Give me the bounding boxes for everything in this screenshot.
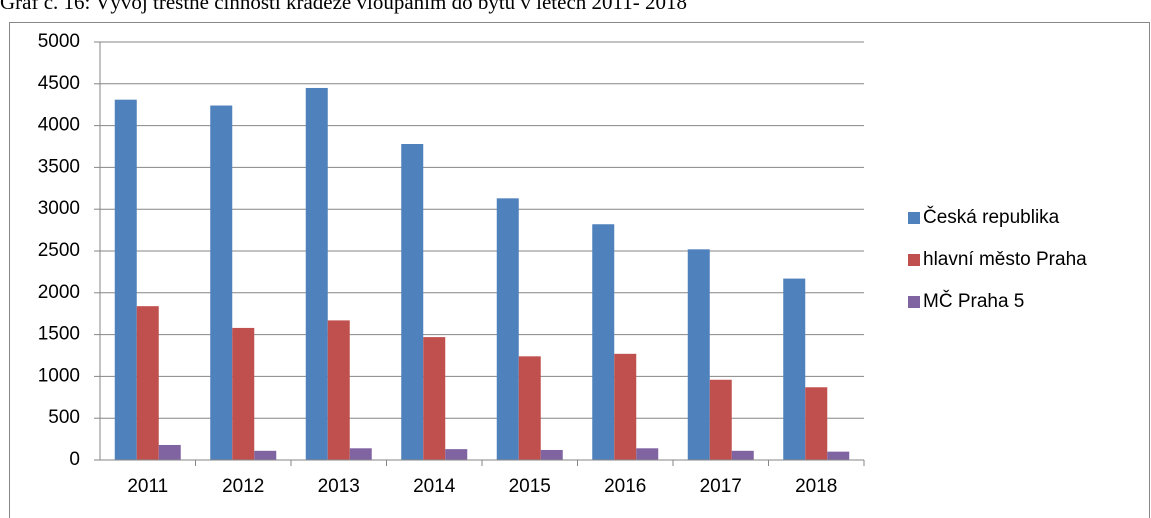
x-tick-label: 2018 [795, 476, 837, 497]
y-tick-label: 2000 [38, 282, 80, 303]
bar [783, 278, 806, 460]
bar [254, 450, 277, 460]
bar [445, 449, 468, 460]
bar [496, 198, 519, 460]
chart-title: Graf č. 16: Vývoj trestné činnosti kráde… [0, 0, 687, 14]
legend-swatch [908, 212, 920, 224]
bar [349, 448, 372, 460]
bar [114, 99, 137, 461]
chart-frame [9, 22, 1150, 518]
bar [136, 306, 159, 460]
bar [401, 143, 424, 460]
legend-label: Česká republika [923, 206, 1060, 228]
y-tick-label: 0 [69, 449, 80, 470]
bar [327, 320, 350, 460]
bar [305, 87, 328, 460]
legend-swatch [908, 254, 920, 266]
bar [158, 444, 181, 460]
bar [827, 451, 850, 460]
bar [232, 327, 255, 460]
y-tick-label: 500 [48, 407, 80, 428]
y-tick-label: 1000 [38, 365, 80, 386]
bar [423, 337, 446, 460]
y-tick-label: 2500 [38, 240, 80, 261]
bar [592, 224, 615, 460]
x-tick-label: 2013 [318, 476, 360, 497]
y-tick-label: 4500 [38, 73, 80, 94]
legend-label: MČ Praha 5 [923, 290, 1024, 312]
bar [805, 387, 828, 460]
bar [210, 105, 233, 460]
bar [540, 449, 563, 460]
y-tick-label: 4000 [38, 115, 80, 136]
y-tick-label: 5000 [38, 31, 80, 52]
bar [687, 249, 710, 460]
x-tick-label: 2015 [509, 476, 551, 497]
bar [709, 379, 732, 460]
bar [518, 356, 541, 460]
x-tick-label: 2017 [700, 476, 742, 497]
y-tick-label: 3500 [38, 156, 80, 177]
bar [636, 448, 659, 460]
x-tick-label: 2012 [222, 476, 264, 497]
bar [731, 450, 754, 460]
legend-swatch [908, 296, 920, 308]
x-tick-label: 2014 [413, 476, 456, 497]
legend-label: hlavní město Praha [923, 249, 1087, 270]
bar [614, 353, 637, 460]
y-tick-label: 3000 [38, 198, 80, 219]
x-tick-label: 2011 [127, 476, 168, 497]
y-tick-label: 1500 [38, 324, 80, 345]
x-tick-label: 2016 [604, 476, 646, 497]
